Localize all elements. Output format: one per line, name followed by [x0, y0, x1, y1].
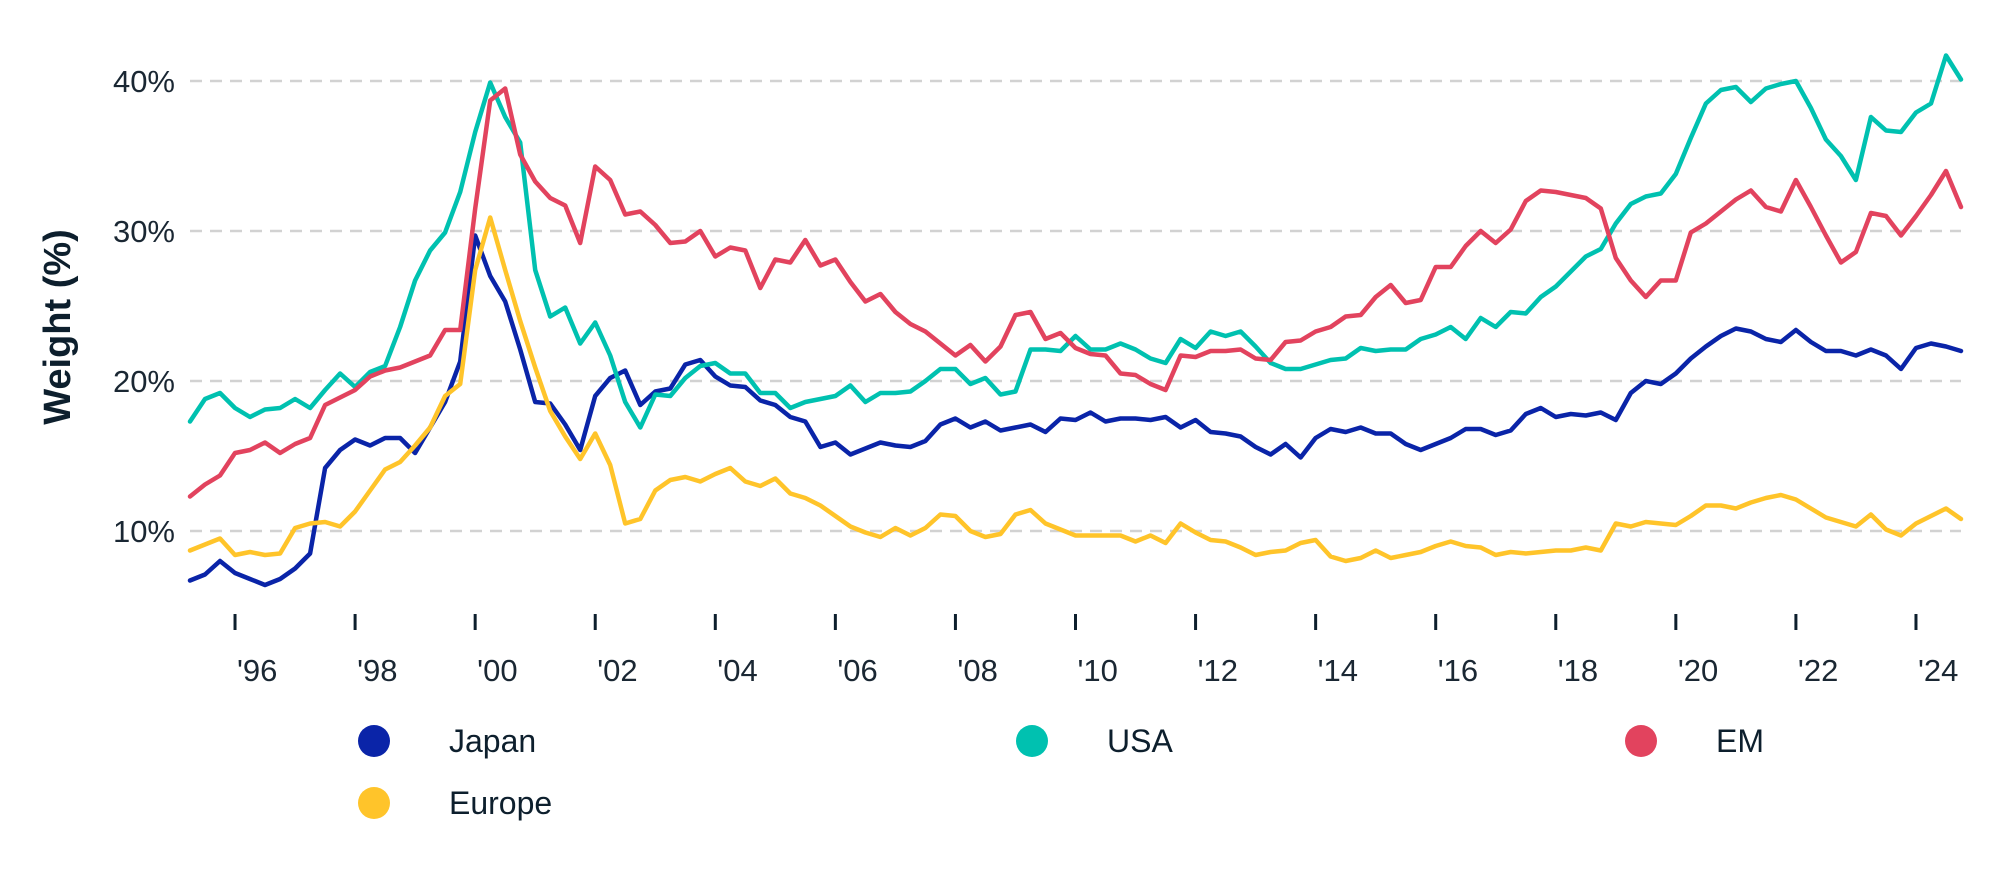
x-tick-label: '96 — [237, 653, 277, 688]
legend-marker-usa — [1016, 725, 1048, 757]
series-line-europe — [187, 215, 1964, 564]
x-tick-label: '10 — [1078, 653, 1118, 688]
y-tick-label: 30% — [113, 214, 175, 249]
y-tick-label: 20% — [113, 364, 175, 399]
x-tick-label: '18 — [1558, 653, 1598, 688]
y-tick-label: 10% — [113, 514, 175, 549]
y-tick-label: 40% — [113, 64, 175, 99]
series-line-japan — [187, 233, 1964, 588]
y-axis-tick-labels: 10% 20% 30% 40% — [113, 64, 175, 549]
x-axis: '96 '98 '00 '02 '04 '06 '08 '10 '12 '14 '16 '18 '20 '… — [233, 614, 1958, 688]
x-tick-label: '04 — [717, 653, 757, 688]
x-tick-label: '16 — [1438, 653, 1478, 688]
legend-label-europe: Europe — [449, 785, 552, 821]
x-tick-label: '06 — [837, 653, 877, 688]
x-tick-label: '20 — [1678, 653, 1718, 688]
series-line-em — [187, 86, 1964, 499]
legend-marker-em — [1625, 725, 1657, 757]
legend-marker-europe — [358, 787, 390, 819]
x-tick-label: '98 — [357, 653, 397, 688]
x-tick-label: '02 — [597, 653, 637, 688]
legend: Japan USA EM Europe — [358, 723, 1764, 821]
x-tick-label: '08 — [957, 653, 997, 688]
x-tick-label: '24 — [1918, 653, 1958, 688]
legend-label-japan: Japan — [449, 723, 536, 759]
legend-marker-japan — [358, 725, 390, 757]
x-tick-label: '22 — [1798, 653, 1838, 688]
gridlines — [190, 79, 1961, 533]
y-axis-title: Weight (%) — [37, 229, 79, 425]
legend-label-em: EM — [1716, 723, 1764, 759]
series-line-usa — [187, 53, 1964, 430]
legend-label-usa: USA — [1107, 723, 1173, 759]
x-tick-label: '12 — [1198, 653, 1238, 688]
series-lines — [187, 53, 1964, 588]
x-tick-label: '14 — [1318, 653, 1358, 688]
x-tick-label: '00 — [477, 653, 517, 688]
